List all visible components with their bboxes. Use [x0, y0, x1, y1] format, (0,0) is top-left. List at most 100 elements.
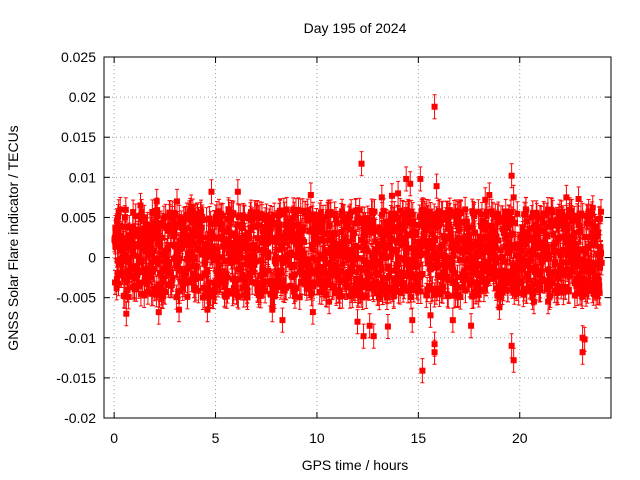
- point-marker: [158, 251, 165, 258]
- point-marker: [131, 232, 138, 239]
- point-marker: [219, 274, 226, 281]
- point-marker: [211, 234, 218, 241]
- point-marker: [141, 292, 148, 299]
- point-marker: [124, 286, 131, 293]
- point-marker: [115, 213, 122, 220]
- point-marker: [252, 258, 259, 265]
- point-marker: [196, 229, 203, 236]
- point-marker: [211, 279, 218, 286]
- point-marker: [296, 294, 303, 301]
- point-marker: [149, 208, 156, 215]
- point-marker: [147, 273, 154, 280]
- point-marker: [224, 215, 231, 222]
- point-marker: [334, 220, 341, 227]
- point-marker: [162, 213, 169, 220]
- point-marker: [200, 284, 207, 291]
- point-marker: [188, 276, 195, 283]
- point-marker: [162, 289, 169, 296]
- point-marker: [182, 215, 189, 222]
- point-marker: [125, 254, 132, 261]
- point-marker: [233, 258, 240, 265]
- point-marker: [137, 240, 144, 247]
- point-marker: [331, 211, 338, 218]
- point-marker: [258, 273, 265, 280]
- point-marker: [207, 220, 214, 227]
- point-marker: [173, 294, 180, 301]
- point-marker: [260, 282, 267, 289]
- point-marker: [243, 260, 250, 267]
- point-marker: [262, 287, 269, 294]
- point-marker: [120, 255, 127, 262]
- point-marker: [115, 280, 122, 287]
- point-marker: [213, 246, 220, 253]
- point-marker: [225, 225, 232, 232]
- point-marker: [138, 257, 145, 264]
- point-marker: [122, 251, 129, 258]
- point-marker: [265, 267, 272, 274]
- point-marker: [135, 226, 142, 233]
- point-marker: [229, 211, 236, 218]
- point-marker: [237, 213, 244, 220]
- point-marker: [127, 244, 134, 251]
- point-marker: [293, 285, 300, 292]
- point-marker: [121, 214, 128, 221]
- point-marker: [223, 293, 230, 300]
- point-marker: [238, 221, 245, 228]
- point-marker: [189, 208, 196, 215]
- point-marker: [241, 214, 248, 221]
- point-marker: [112, 243, 119, 250]
- point-marker: [263, 213, 270, 220]
- data-point: [235, 284, 242, 310]
- point-marker: [235, 293, 242, 300]
- point-marker: [178, 220, 185, 227]
- point-marker: [188, 239, 195, 246]
- point-marker: [125, 258, 132, 265]
- point-marker: [138, 208, 145, 215]
- point-marker: [262, 271, 269, 278]
- point-marker: [190, 228, 197, 235]
- point-marker: [209, 230, 216, 237]
- point-marker: [244, 288, 251, 295]
- point-marker: [184, 293, 191, 300]
- point-marker: [185, 253, 192, 260]
- point-marker: [219, 268, 226, 275]
- point-marker: [197, 238, 204, 245]
- point-marker: [223, 270, 230, 277]
- point-marker: [216, 261, 223, 268]
- point-marker: [135, 283, 142, 290]
- point-marker: [206, 215, 213, 222]
- point-marker: [149, 252, 156, 259]
- point-marker: [161, 257, 168, 264]
- point-marker: [265, 254, 272, 261]
- point-marker: [228, 254, 235, 261]
- point-marker: [239, 225, 246, 232]
- point-marker: [143, 266, 150, 273]
- point-marker: [251, 252, 258, 259]
- point-marker: [231, 254, 238, 261]
- point-marker: [223, 236, 230, 243]
- point-marker: [224, 274, 231, 281]
- point-marker: [249, 216, 256, 223]
- point-marker: [155, 281, 162, 288]
- point-marker: [257, 292, 264, 299]
- point-marker: [154, 230, 161, 237]
- point-marker: [212, 213, 219, 220]
- point-marker: [230, 284, 237, 291]
- point-marker: [197, 274, 204, 281]
- point-marker: [215, 272, 222, 279]
- point-marker: [308, 290, 315, 297]
- point-marker: [183, 270, 190, 277]
- point-marker: [301, 238, 308, 245]
- data-point: [122, 197, 129, 223]
- point-marker: [222, 284, 229, 291]
- point-marker: [191, 241, 198, 248]
- data-point: [223, 283, 230, 309]
- point-marker: [247, 262, 254, 269]
- point-marker: [234, 221, 241, 228]
- point-marker: [112, 279, 119, 286]
- point-marker: [256, 247, 263, 254]
- point-marker: [144, 289, 151, 296]
- point-marker: [215, 235, 222, 242]
- point-marker: [191, 270, 198, 277]
- point-marker: [172, 211, 179, 218]
